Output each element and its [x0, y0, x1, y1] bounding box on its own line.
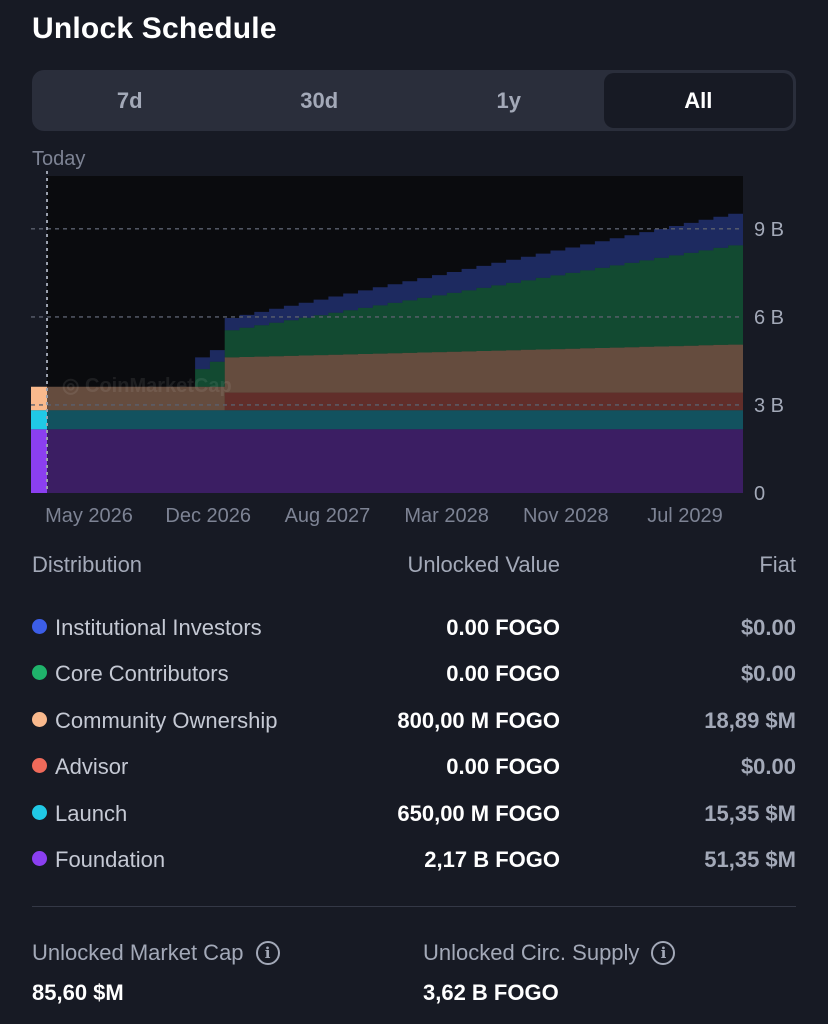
area-series-core-contributors: [47, 242, 743, 387]
row-fiat: 15,35 $M: [704, 800, 796, 826]
row-unlocked-value: 0.00 FOGO: [446, 661, 560, 687]
y-tick-label: 0: [754, 483, 765, 505]
area-series-launch: [47, 410, 743, 430]
area-series-community-ownership: [47, 344, 743, 411]
x-tick-label: Aug 2027: [285, 505, 371, 527]
row-name: Advisor: [55, 754, 129, 780]
unlocked-market-cap: Unlocked Market Cap i 85,60 $M: [32, 940, 280, 1006]
unlock-chart[interactable]: ◎ CoinMarketCap 9 B 6 B 3 B 0 May 2026 Dec 202…: [0, 170, 828, 530]
x-tick-label: Jul 2029: [647, 505, 723, 527]
table-row[interactable]: Institutional Investors 0.00 FOGO $0.00: [32, 605, 796, 651]
circ-supply-label: Unlocked Circ. Supply: [423, 940, 640, 965]
today-bar-launch: [31, 410, 47, 430]
row-fiat: 51,35 $M: [704, 846, 796, 872]
x-tick-label: Dec 2026: [165, 505, 251, 527]
row-unlocked-value: 2,17 B FOGO: [424, 846, 560, 872]
legend-dot-icon: [32, 619, 47, 634]
circ-supply-value: 3,62 B FOGO: [423, 980, 559, 1005]
row-name: Core Contributors: [55, 661, 229, 687]
legend-dot-icon: [32, 850, 47, 866]
row-name: Foundation: [55, 846, 166, 872]
row-name: Community Ownership: [55, 707, 278, 733]
market-cap-value: 85,60 $M: [32, 980, 124, 1005]
distribution-table: Institutional Investors 0.00 FOGO $0.00 …: [32, 605, 796, 883]
info-icon[interactable]: i: [651, 941, 676, 965]
area-series-institutional-investors: [47, 210, 743, 387]
y-tick-label: 6 B: [754, 307, 784, 329]
legend-dot-icon: [32, 711, 47, 727]
x-tick-label: Mar 2028: [404, 505, 489, 527]
area-series-advisor: [47, 392, 743, 411]
table-row[interactable]: Advisor 0.00 FOGO $0.00: [32, 744, 796, 790]
row-fiat: 18,89 $M: [704, 707, 796, 733]
market-cap-label: Unlocked Market Cap: [32, 940, 244, 965]
unlock-chart-svg: ◎ CoinMarketCap 9 B 6 B 3 B 0 May 2026 Dec 202…: [31, 170, 784, 527]
row-fiat: $0.00: [740, 661, 796, 687]
row-unlocked-value: 0.00 FOGO: [446, 615, 560, 640]
row-unlocked-value: 0.00 FOGO: [446, 754, 560, 780]
info-icon[interactable]: i: [255, 941, 280, 965]
tab-1y[interactable]: 1y: [496, 87, 521, 113]
table-row[interactable]: Launch 650,00 M FOGO 15,35 $M: [32, 791, 796, 837]
today-label: Today: [32, 148, 86, 170]
legend-dot-icon: [32, 758, 47, 774]
table-row[interactable]: Core Contributors 0.00 FOGO $0.00: [32, 651, 796, 697]
header-distribution: Distribution: [32, 552, 143, 577]
divider: [32, 906, 796, 907]
table-header: Distribution Unlocked Value Fiat: [32, 552, 796, 582]
legend-dot-icon: [32, 804, 47, 820]
time-range-tabs: 7d 30d 1y All: [32, 70, 796, 131]
row-name: Launch: [55, 800, 128, 826]
watermark: ◎ CoinMarketCap: [62, 375, 232, 397]
tab-all[interactable]: All: [603, 73, 793, 128]
today-bar-foundation: [31, 429, 47, 493]
area-series-foundation: [47, 429, 743, 493]
table-row[interactable]: Community Ownership 800,00 M FOGO 18,89 …: [32, 698, 796, 744]
header-fiat: Fiat: [759, 552, 796, 577]
row-unlocked-value: 650,00 M FOGO: [397, 800, 560, 826]
x-tick-label: Nov 2028: [523, 505, 609, 527]
legend-dot-icon: [32, 665, 47, 681]
x-tick-label: May 2026: [45, 505, 133, 527]
tab-30d[interactable]: 30d: [300, 87, 339, 113]
header-unlocked-value: Unlocked Value: [407, 552, 560, 577]
today-bar-community-ownership: [31, 386, 47, 411]
y-tick-label: 9 B: [754, 219, 784, 241]
row-fiat: $0.00: [740, 754, 796, 780]
row-fiat: $0.00: [740, 615, 796, 640]
row-name: Institutional Investors: [55, 615, 262, 640]
page-title: Unlock Schedule: [32, 12, 277, 45]
tab-7d[interactable]: 7d: [116, 87, 143, 113]
unlocked-circ-supply: Unlocked Circ. Supply i 3,62 B FOGO: [423, 940, 676, 1006]
row-unlocked-value: 800,00 M FOGO: [397, 707, 560, 733]
y-tick-label: 3 B: [754, 395, 784, 417]
table-row[interactable]: Foundation 2,17 B FOGO 51,35 $M: [32, 837, 796, 883]
